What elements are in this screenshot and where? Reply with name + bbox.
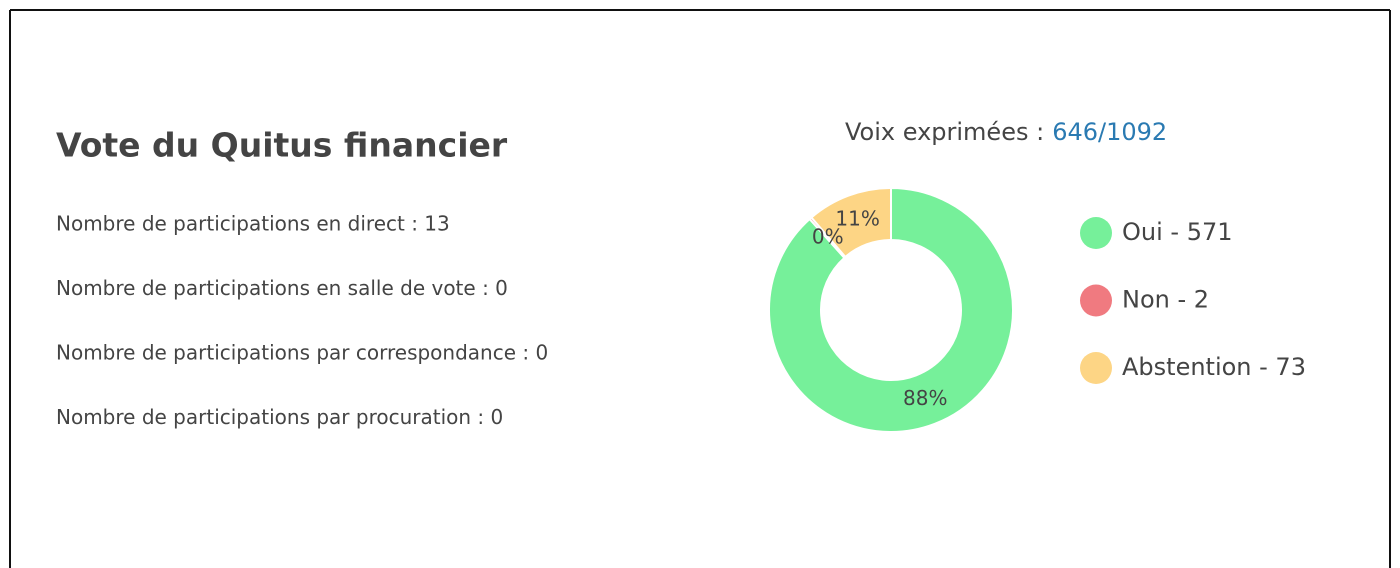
stat-line: Nombre de participations en direct : 13: [56, 212, 450, 236]
subtitle: Voix exprimées : 646/1092: [845, 118, 1167, 146]
stat-line: Nombre de participations par procuration…: [56, 405, 503, 429]
slice: [810, 186, 892, 259]
slice-label: 88%: [903, 386, 947, 410]
subtitle-label: Voix exprimées :: [845, 118, 1044, 146]
legend-label: Oui - 571: [1122, 218, 1233, 246]
title: Vote du Quitus financier: [56, 126, 508, 165]
legend-label: Abstention - 73: [1122, 353, 1306, 381]
slice-label: 11%: [835, 206, 879, 230]
subtitle-value: 646/1092: [1052, 118, 1167, 146]
stat-line: Nombre de participations par corresponda…: [56, 341, 548, 365]
stat-line: Nombre de participations en salle de vot…: [56, 276, 508, 300]
legend-swatch: [1080, 284, 1112, 317]
legend-label: Non - 2: [1122, 286, 1209, 314]
legend-swatch: [1080, 352, 1112, 384]
legend-swatch: [1080, 217, 1112, 249]
slice: [768, 186, 1014, 433]
slice-label: 0%: [812, 224, 844, 248]
